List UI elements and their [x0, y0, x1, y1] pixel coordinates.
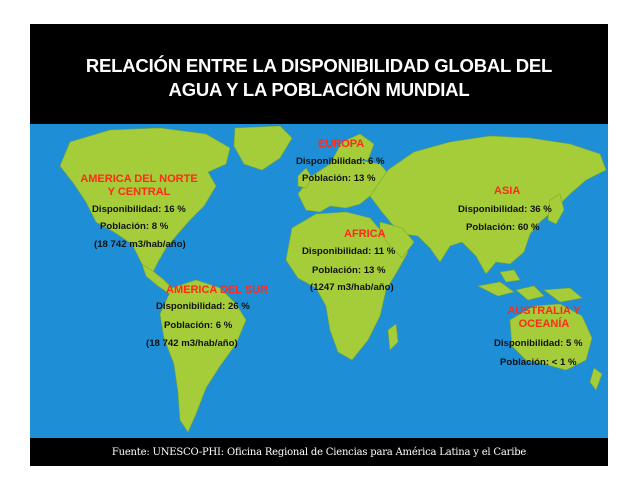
america-norte-name-line-2: Y CENTRAL — [107, 186, 171, 198]
australia-name-line-2: OCEANÍA — [518, 318, 570, 330]
new-zealand-shape — [589, 367, 603, 391]
australia-shape — [509, 303, 593, 371]
europa-disponibilidad: Disponibilidad: 6 % — [296, 156, 385, 167]
australia-poblacion: Población: < 1 % — [500, 357, 577, 368]
world-map: EUROPA Disponibilidad: 6 % Población: 13… — [30, 124, 608, 438]
region-name-africa: AFRICA — [344, 228, 386, 240]
new-guinea-shape — [543, 287, 583, 303]
region-name-europa: EUROPA — [318, 138, 365, 150]
south-america-shape — [159, 279, 247, 433]
america-norte-name-line-1: AMERICA DEL NORTE — [80, 173, 198, 185]
madagascar-shape — [387, 323, 399, 351]
america-norte-caudal: (18 742 m3/hab/año) — [94, 239, 186, 250]
africa-disponibilidad: Disponibilidad: 11 % — [302, 246, 396, 257]
asia-poblacion: Población: 60 % — [466, 222, 540, 233]
region-name-america-sur: AMERICA DEL SUR — [166, 284, 269, 296]
north-america-shape — [59, 127, 231, 275]
continents-graphic — [59, 125, 607, 433]
america-sur-disponibilidad: Disponibilidad: 26 % — [156, 301, 250, 312]
title-line-2: AGUA Y LA POBLACIÓN MUNDIAL — [168, 79, 470, 100]
america-norte-disponibilidad: Disponibilidad: 16 % — [92, 204, 186, 215]
region-name-australia: AUSTRALIA Y OCEANÍA — [494, 305, 594, 331]
indonesia-shape — [477, 269, 545, 301]
region-name-asia: ASIA — [494, 185, 521, 197]
australia-name-line-1: AUSTRALIA Y — [507, 305, 581, 317]
africa-caudal: (1247 m3/hab/año) — [310, 282, 394, 293]
source-caption: Fuente: UNESCO-PHI: Oficina Regional de … — [111, 447, 527, 458]
asia-disponibilidad: Disponibilidad: 36 % — [458, 204, 552, 215]
region-name-america-norte: AMERICA DEL NORTE Y CENTRAL — [76, 173, 202, 199]
slide: RELACIÓN ENTRE LA DISPONIBILIDAD GLOBAL … — [30, 24, 608, 466]
australia-disponibilidad: Disponibilidad: 5 % — [494, 338, 583, 349]
arabia-shape — [379, 221, 415, 259]
africa-shape — [285, 211, 409, 361]
scandinavia-shape — [329, 133, 375, 165]
title-line-1: RELACIÓN ENTRE LA DISPONIBILIDAD GLOBAL … — [85, 55, 553, 76]
america-sur-caudal: (18 742 m3/hab/año) — [146, 338, 238, 349]
slide-title: RELACIÓN ENTRE LA DISPONIBILIDAD GLOBAL … — [30, 54, 608, 102]
america-norte-poblacion: Población: 8 % — [100, 221, 169, 232]
asia-shape — [369, 135, 607, 275]
japan-shape — [547, 193, 565, 225]
america-sur-poblacion: Población: 6 % — [164, 320, 233, 331]
greenland-shape — [233, 125, 293, 171]
africa-poblacion: Población: 13 % — [312, 265, 386, 276]
uk-shape — [297, 167, 313, 189]
europa-poblacion: Población: 13 % — [302, 173, 376, 184]
